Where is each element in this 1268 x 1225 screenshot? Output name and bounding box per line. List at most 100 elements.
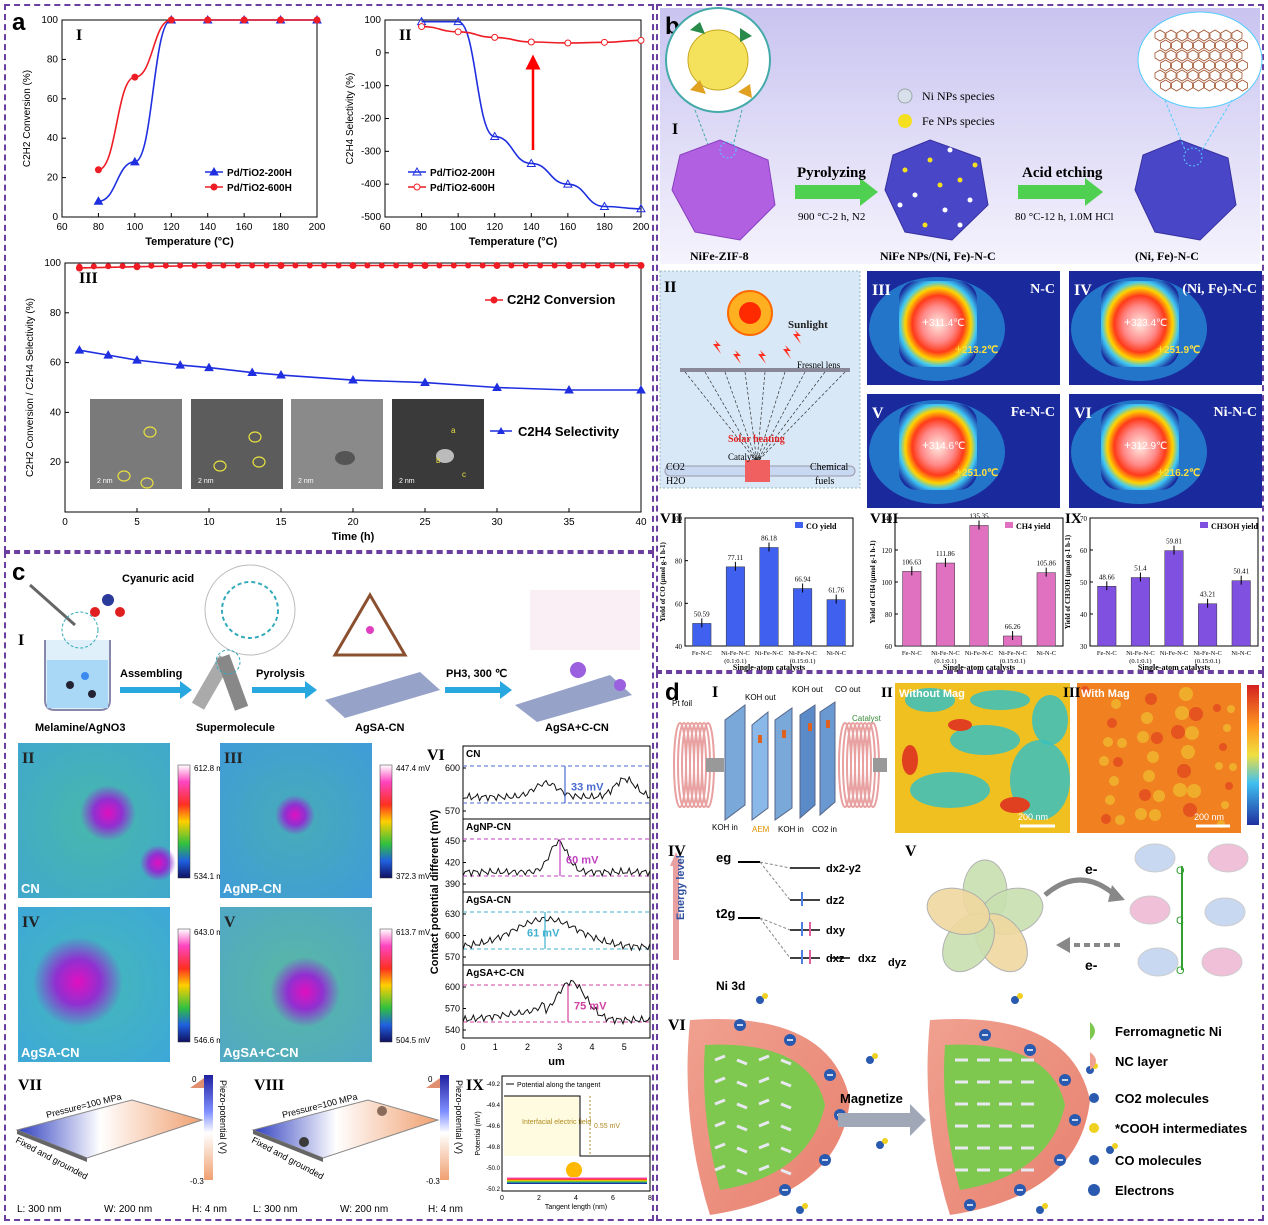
pi-orbital-lobe [1137,947,1179,977]
roman-label: II [22,750,34,767]
delta-label: 33 mV [571,782,604,794]
category-label: Ni-Fe-N-C [1193,650,1222,657]
catalyst-bed [745,460,770,482]
data-label: 135.35 [969,512,989,520]
map-title: With Mag [1081,688,1130,700]
data-point [277,16,285,24]
pi-orbital-lobe [1129,895,1171,925]
crosshair-icon: + [1157,342,1164,356]
label-agsac-cn: AgSA+C-CN [545,722,609,734]
cell-label: CO2 in [812,825,837,834]
color-max: 643.0 mV [194,928,229,937]
molecule-dot [66,681,74,689]
co2-molecule [866,1056,874,1064]
temp-min: 251.9℃ [1164,345,1200,356]
y-tick-label: 60 [47,94,59,105]
legend-label: *COOH intermediates [1115,1121,1247,1136]
port [758,735,762,743]
data-point [508,262,515,269]
np-dot [942,207,948,213]
data-point [564,39,572,47]
tem-circle [140,477,154,489]
hexagon [1176,69,1188,82]
data-point [177,262,184,269]
chart-a3: 0 5 10 15 20 25 30 35 40 20 40 60 80 100 Time (h) C2H2 … [25,258,647,543]
roman-label: V [872,405,884,422]
domain-speck [1175,706,1189,720]
bar [793,588,813,647]
spin-arrow [714,1076,726,1084]
legend-marker [490,296,498,304]
etched-polyhedron [1134,139,1237,241]
mof-cage [687,29,749,91]
data-point [526,158,537,167]
y-tick-label: 60 [885,643,893,651]
roman-label: IV [668,843,686,860]
color-min: 534.1 mV [194,872,229,881]
x-tick-label: 6 [611,1195,615,1202]
cell-plate [751,710,769,821]
hexagon [1171,79,1182,92]
cell-label: KOH out [792,685,823,694]
pi-orbital-lobe [1134,843,1176,873]
temp-min: 216.2℃ [1164,468,1200,479]
crosshair-icon: + [955,465,962,479]
x-tick-label: 80 [416,222,428,233]
domain-speck [1141,712,1153,724]
legend-marker [412,166,422,176]
color-min: 546.6 mV [194,1036,229,1045]
spin-arrow [758,1164,770,1172]
spin-arrow [736,1168,748,1176]
domain-speck [1139,789,1151,801]
color-bar [379,928,393,1043]
roman-label: VII [18,1077,42,1094]
slab-edge [17,1130,87,1162]
b1-legend-fe: Fe NPs species [922,114,995,128]
crosshair-icon: + [1124,438,1131,452]
legend-label: Electrons [1115,1183,1174,1198]
y-tick-label: 20 [50,457,62,468]
electron-arrow [1043,877,1117,897]
x-axis-label: Tangent length (nm) [545,1204,607,1211]
domain-blob [950,725,1020,755]
data-point [321,262,328,269]
domain-speck [1147,751,1159,763]
spin-arrow [736,1124,748,1132]
temp-max: 312.9℃ [1131,441,1167,452]
tetrahedron [690,22,705,34]
bar [902,571,922,647]
hexagon [1165,49,1177,62]
data-point [623,262,630,269]
zoom-circle [215,649,241,675]
temp-min: 213.2℃ [962,345,998,356]
series-name: AgNP-CN [466,822,511,833]
np-dot [957,222,963,228]
y-tick-label: 20 [47,173,59,184]
y-tick-label: 600 [445,982,460,992]
energy-label: Energy level [675,855,687,920]
bar [1231,580,1251,647]
data-point [94,166,102,174]
data-point [422,262,428,269]
np-dot [922,222,928,228]
bar [969,525,989,647]
x-tick-label: 140 [523,222,540,233]
data-point [489,131,500,141]
data-label: 66.94 [795,576,811,584]
x-tick-label: 100 [127,222,144,233]
category-label: Ni-Fe-N-C [931,650,960,657]
zoom-line [1164,99,1186,151]
data-point [220,262,227,269]
green-arrow [1018,178,1103,206]
y-tick-label: -50.0 [486,1166,500,1172]
data-point [134,262,140,269]
y-tick-label: 60 [1080,547,1088,555]
color-min: 504.5 mV [396,1036,431,1045]
y-axis-label: Contact potential different (mV) [429,809,441,974]
y-tick-label: 80 [675,558,683,566]
co2-molecule [1042,1203,1048,1209]
step-pyrolysis: Pyrolysis [256,668,305,680]
step-acid-cond: 80 °C-12 h, 1.0M HCl [1015,211,1114,223]
x-tick-label: 5 [134,517,140,528]
